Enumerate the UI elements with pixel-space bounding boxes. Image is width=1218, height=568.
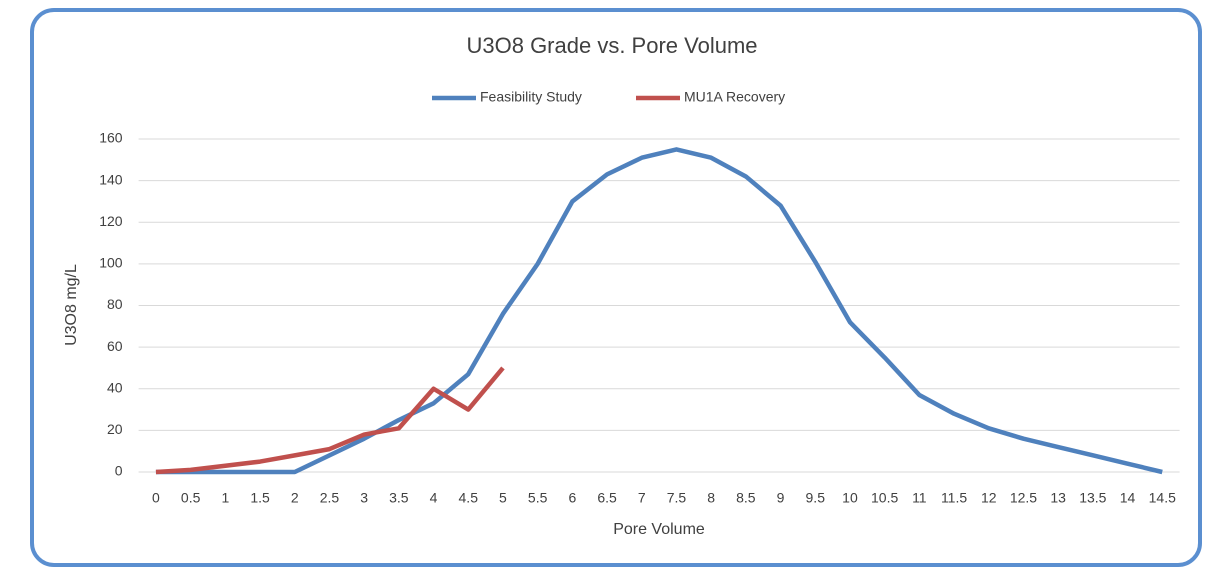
x-tick-label: 4.5 — [459, 490, 479, 506]
y-tick-label: 60 — [107, 338, 123, 354]
x-tick-label: 11 — [912, 490, 927, 506]
x-tick-label: 13 — [1050, 490, 1066, 506]
y-axis-title: U3O8 mg/L — [63, 264, 80, 346]
x-tick-label: 13.5 — [1079, 490, 1106, 506]
x-tick-label: 9.5 — [806, 490, 826, 506]
x-tick-label: 3 — [360, 490, 368, 506]
x-tick-label: 1 — [221, 490, 229, 506]
x-tick-label: 11.5 — [941, 490, 967, 506]
chart-title: U3O8 Grade vs. Pore Volume — [466, 33, 757, 58]
y-tick-label: 80 — [107, 296, 123, 312]
x-tick-label: 3.5 — [389, 490, 409, 506]
x-tick-label: 8.5 — [736, 490, 756, 506]
chart-frame — [30, 8, 1202, 567]
x-tick-label: 12 — [981, 490, 997, 506]
x-tick-label: 2 — [291, 490, 299, 506]
x-tick-label: 6.5 — [597, 490, 617, 506]
x-tick-label: 10.5 — [871, 490, 898, 506]
x-tick-label: 2.5 — [320, 490, 340, 506]
x-tick-label: 14.5 — [1149, 490, 1176, 506]
x-tick-label: 6 — [568, 490, 576, 506]
y-tick-label: 0 — [115, 463, 123, 479]
y-tick-label: 20 — [107, 421, 123, 437]
series-line — [155, 147, 1163, 475]
series-line — [155, 366, 505, 475]
y-tick-label: 160 — [99, 130, 123, 146]
x-tick-label: 10 — [842, 490, 858, 506]
x-tick-label: 1.5 — [250, 490, 270, 506]
x-tick-label: 8 — [707, 490, 715, 506]
x-tick-label: 0.5 — [181, 490, 201, 506]
y-tick-label: 40 — [107, 379, 123, 395]
x-tick-label: 7.5 — [667, 490, 687, 506]
x-tick-label: 14 — [1120, 490, 1136, 506]
legend-label: Feasibility Study — [480, 89, 582, 105]
y-tick-label: 100 — [99, 255, 123, 271]
x-tick-label: 7 — [638, 490, 646, 506]
x-axis-title: Pore Volume — [613, 521, 705, 538]
y-tick-label: 140 — [99, 171, 123, 187]
x-tick-label: 0 — [152, 490, 160, 506]
x-tick-label: 12.5 — [1010, 490, 1037, 506]
x-tick-label: 9 — [777, 490, 785, 506]
y-tick-label: 120 — [99, 213, 123, 229]
x-tick-label: 4 — [430, 490, 438, 506]
x-tick-label: 5.5 — [528, 490, 548, 506]
x-tick-label: 5 — [499, 490, 507, 506]
legend-label: MU1A Recovery — [684, 89, 785, 105]
